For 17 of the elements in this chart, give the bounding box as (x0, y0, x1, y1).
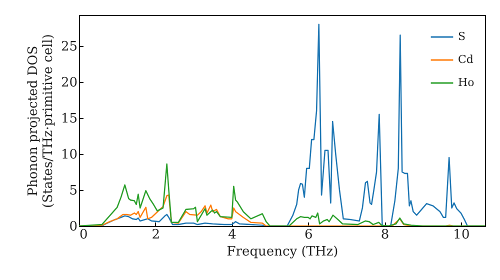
x-tick-label: 10 (453, 228, 470, 242)
legend-label: Ho (458, 76, 475, 89)
line-series (79, 163, 485, 226)
x-tick-label: 4 (228, 228, 236, 242)
y-tick-label: 10 (60, 147, 78, 162)
legend-label: S (458, 30, 466, 43)
x-tick-label: 2 (152, 228, 160, 242)
x-tick-label: 6 (304, 228, 313, 242)
y-tick-label: 5 (69, 183, 78, 198)
x-axis-title: Frequency (THz) (226, 244, 338, 260)
x-tick-label: 0 (80, 228, 88, 242)
y-tick-label: 20 (60, 75, 78, 90)
y-tick-label: 25 (60, 39, 78, 54)
legend-label: Cd (458, 53, 474, 66)
x-tick-label: 8 (380, 228, 390, 242)
y-axis-title: Phonon projected DOS (States/THz·primitive cell) (26, 34, 56, 208)
y-tick-label: 15 (60, 111, 78, 126)
